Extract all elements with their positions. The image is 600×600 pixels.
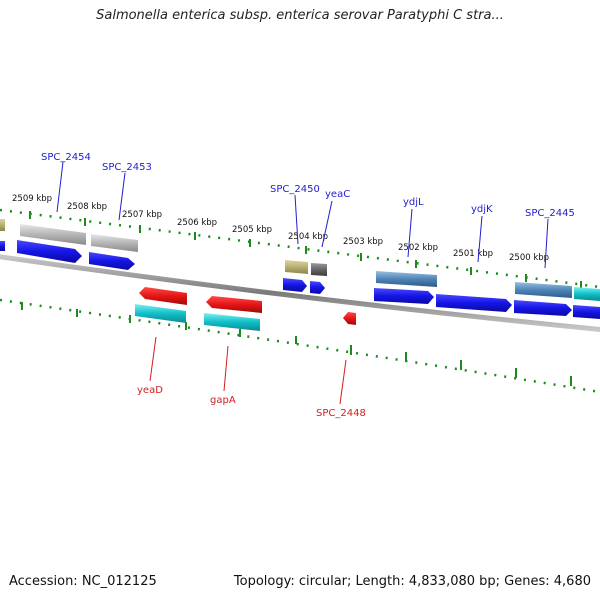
- cds-forward[interactable]: [0, 241, 5, 251]
- gene-label[interactable]: SPC_2448: [316, 408, 366, 419]
- gene-label[interactable]: ydjK: [471, 204, 493, 215]
- gene-label[interactable]: yeaD: [137, 385, 163, 396]
- gene-feature[interactable]: [285, 260, 308, 274]
- gene-feature[interactable]: [515, 282, 572, 298]
- map-title: Salmonella enterica subsp. enterica sero…: [96, 8, 504, 23]
- gene-feature[interactable]: [204, 313, 260, 331]
- forward-tick-track: [0, 208, 600, 289]
- gene-label[interactable]: SPC_2445: [525, 208, 575, 219]
- gene-feature[interactable]: [20, 224, 86, 245]
- cds-forward[interactable]: [514, 300, 572, 316]
- major-ticks-forward: [29, 211, 582, 289]
- cds-forward[interactable]: [17, 240, 82, 263]
- gene-feature[interactable]: [311, 263, 327, 276]
- reverse-gene-labels: yeaD gapA SPC_2448: [137, 336, 366, 419]
- gene-label[interactable]: yeaC: [325, 189, 350, 200]
- cds-reverse[interactable]: [139, 287, 187, 305]
- kbp-label: 2504 kbp: [288, 232, 328, 242]
- kbp-label: 2508 kbp: [67, 202, 107, 212]
- kbp-label: 2507 kbp: [122, 210, 162, 220]
- kbp-label: 2500 kbp: [509, 253, 549, 263]
- topology-summary: Topology: circular; Length: 4,833,080 bp…: [233, 574, 591, 589]
- gene-feature[interactable]: [376, 271, 437, 287]
- cds-forward[interactable]: [436, 294, 512, 312]
- kbp-label: 2503 kbp: [343, 237, 383, 247]
- genome-backbone: [0, 254, 600, 333]
- reverse-features[interactable]: [135, 287, 356, 331]
- gene-feature[interactable]: [0, 219, 5, 231]
- kbp-label: 2501 kbp: [453, 249, 493, 259]
- gene-label[interactable]: SPC_2453: [102, 162, 152, 173]
- cds-forward[interactable]: [283, 278, 307, 292]
- reverse-tick-track: [0, 298, 600, 394]
- cds-forward[interactable]: [310, 281, 325, 294]
- gene-label[interactable]: ydjL: [403, 197, 424, 208]
- cds-forward[interactable]: [374, 288, 434, 304]
- kbp-label: 2505 kbp: [232, 225, 272, 235]
- forward-features[interactable]: [0, 219, 600, 319]
- gene-label[interactable]: SPC_2450: [270, 184, 320, 195]
- cds-forward[interactable]: [89, 252, 135, 270]
- gene-label[interactable]: SPC_2454: [41, 152, 91, 163]
- gene-feature[interactable]: [91, 234, 138, 252]
- accession-text: Accession: NC_012125: [9, 574, 157, 589]
- gene-feature[interactable]: [135, 304, 186, 323]
- kbp-label: 2502 kbp: [398, 243, 438, 253]
- forward-gene-labels: SPC_2454 SPC_2453 SPC_2450 yeaC ydjL ydj…: [41, 152, 575, 269]
- gene-label[interactable]: gapA: [210, 395, 236, 406]
- kbp-label: 2506 kbp: [177, 218, 217, 228]
- cds-reverse[interactable]: [343, 312, 356, 325]
- kbp-label: 2509 kbp: [12, 194, 52, 204]
- cds-reverse[interactable]: [206, 296, 262, 313]
- gene-feature[interactable]: [574, 287, 600, 301]
- major-ticks-reverse: [21, 302, 572, 386]
- kbp-labels: 2509 kbp 2508 kbp 2507 kbp 2506 kbp 2505…: [12, 194, 549, 263]
- cds-forward[interactable]: [573, 305, 600, 319]
